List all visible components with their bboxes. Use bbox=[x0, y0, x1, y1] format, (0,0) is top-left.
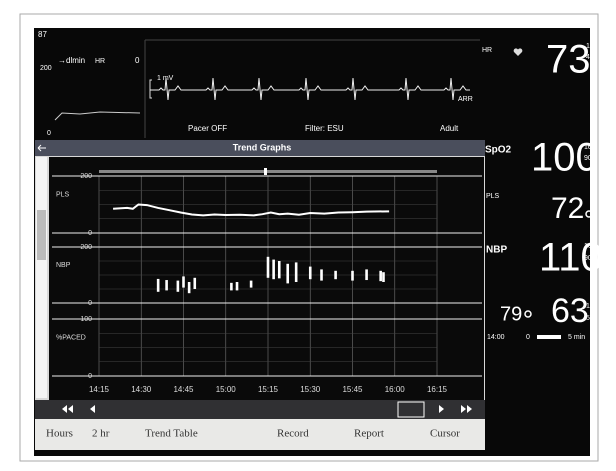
scrollbar[interactable] bbox=[36, 157, 47, 398]
timer-interval: 5 min bbox=[568, 334, 585, 341]
x-tick-label: 14:45 bbox=[173, 385, 194, 394]
mini-top: 200 bbox=[40, 65, 52, 72]
mini-value: 0 bbox=[135, 56, 140, 65]
nbp-bar bbox=[286, 264, 289, 284]
time-marker bbox=[264, 168, 267, 175]
pacer-status: Pacer OFF bbox=[188, 124, 227, 133]
toolbar bbox=[35, 400, 485, 419]
x-tick-label: 15:15 bbox=[258, 385, 279, 394]
nbp-low: 90 bbox=[584, 255, 592, 262]
filter-status: Filter: ESU bbox=[305, 124, 344, 133]
nbp-bar bbox=[278, 261, 281, 278]
monitor-screenshot: 87 →dlmin HR 0 200 0 1 mV ARR Pacer OFF … bbox=[0, 0, 616, 471]
trend-table-button[interactable]: Trend Table bbox=[145, 428, 198, 440]
time-range-bar bbox=[99, 170, 437, 173]
report-button[interactable]: Report bbox=[354, 428, 384, 440]
y-tick-label: 0 bbox=[88, 373, 92, 380]
x-tick-label: 14:15 bbox=[89, 385, 110, 394]
y-tick-label: 0 bbox=[88, 230, 92, 237]
cursor-button[interactable]: Cursor bbox=[430, 428, 460, 440]
nbp-high: 160 bbox=[584, 243, 596, 250]
nbp-bar bbox=[379, 271, 382, 281]
spo2-low: 90 bbox=[584, 155, 592, 162]
nbp-bar bbox=[236, 282, 239, 290]
timer-time: 14:00 bbox=[487, 334, 505, 341]
nbp-bar bbox=[351, 271, 354, 281]
hr-low: 45 bbox=[586, 54, 594, 61]
hr-label: HR bbox=[482, 47, 492, 54]
nbp-bar bbox=[272, 260, 275, 280]
nbp-bar bbox=[382, 272, 385, 282]
y-tick-label: 0 bbox=[88, 300, 92, 307]
spo2-high: 100 bbox=[584, 144, 596, 151]
mini-unit: →dlmin bbox=[58, 56, 85, 65]
y-tick-label: 200 bbox=[80, 244, 92, 251]
nbp-bar bbox=[182, 276, 185, 287]
x-tick-label: 14:30 bbox=[131, 385, 152, 394]
nbp-bar bbox=[295, 262, 298, 282]
plot-area bbox=[49, 157, 484, 400]
spo2-label: SpO2 bbox=[485, 145, 512, 156]
nbp-label: NBP bbox=[486, 245, 507, 256]
nbp-bar bbox=[320, 269, 323, 280]
nbp-bar bbox=[188, 282, 191, 293]
nbp-bar bbox=[230, 283, 233, 291]
mini-bottom: 0 bbox=[47, 130, 51, 137]
hours-label: Hours bbox=[46, 428, 73, 440]
x-tick-label: 15:45 bbox=[342, 385, 363, 394]
pls-label: PLS bbox=[486, 193, 500, 200]
nbp-second-high: 118 bbox=[586, 303, 597, 310]
x-tick-label: 16:00 bbox=[385, 385, 406, 394]
scroll-thumb[interactable] bbox=[37, 210, 46, 260]
x-tick-label: 15:30 bbox=[300, 385, 321, 394]
arr-label: ARR bbox=[458, 96, 473, 103]
nbp-bar bbox=[157, 279, 160, 292]
panel-label: %PACED bbox=[56, 334, 86, 341]
y-tick-label: 200 bbox=[80, 173, 92, 180]
nbp-bar bbox=[309, 267, 312, 280]
trend-title: Trend Graphs bbox=[233, 142, 292, 152]
panel-label: PLS bbox=[56, 191, 70, 198]
bed-number: 87 bbox=[38, 30, 47, 39]
patient-mode: Adult bbox=[440, 124, 459, 133]
panel-label: NBP bbox=[56, 262, 71, 269]
hr-value: 73 bbox=[546, 38, 591, 82]
nbp-bar bbox=[334, 271, 337, 279]
timer-count: 0 bbox=[526, 334, 530, 341]
nbp-bar bbox=[177, 281, 180, 292]
pls-value: 72 bbox=[551, 192, 584, 225]
hours-value[interactable]: 2 hr bbox=[92, 428, 110, 440]
timer-bar bbox=[537, 335, 561, 339]
x-tick-label: 16:15 bbox=[427, 385, 448, 394]
nbp-second-low: 50 bbox=[586, 315, 594, 322]
nbp-bar bbox=[250, 281, 253, 288]
nbp-bar bbox=[365, 269, 368, 280]
nbp-second-value: 63 bbox=[551, 292, 589, 330]
x-tick-label: 15:00 bbox=[216, 385, 237, 394]
nbp-mean: 79 bbox=[500, 303, 522, 325]
nbp-bar bbox=[193, 278, 196, 289]
nbp-bar bbox=[165, 280, 168, 290]
mini-param: HR bbox=[95, 58, 105, 65]
hr-high: 120 bbox=[586, 43, 598, 50]
y-tick-label: 100 bbox=[80, 316, 92, 323]
nbp-bar bbox=[267, 257, 270, 278]
record-button[interactable]: Record bbox=[277, 428, 309, 440]
